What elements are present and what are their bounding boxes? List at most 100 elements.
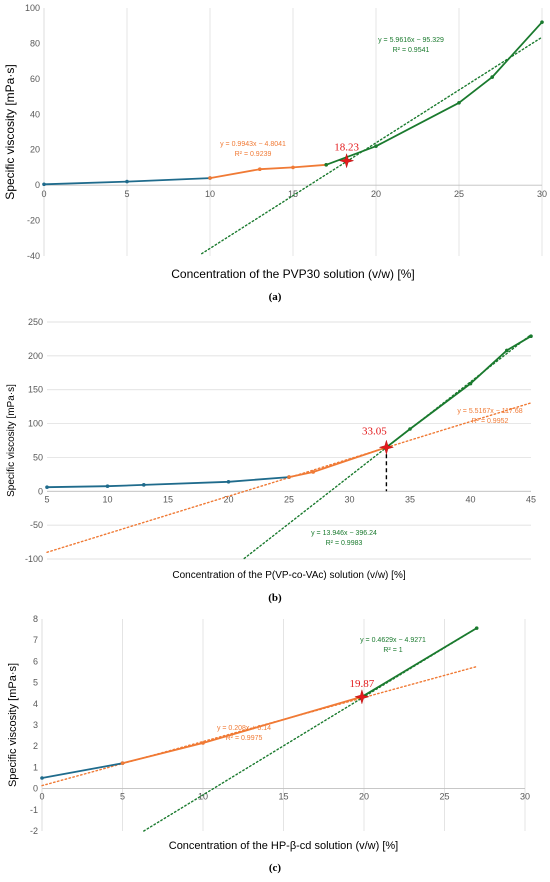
y-tick-label: -40 bbox=[27, 251, 40, 261]
data-point bbox=[201, 741, 205, 745]
data-point bbox=[540, 20, 544, 24]
y-tick-label: 2 bbox=[33, 741, 38, 751]
x-axis-title: Concentration of the PVP30 solution (v/w… bbox=[171, 267, 414, 281]
y-tick-label: 6 bbox=[33, 656, 38, 666]
series-line-blue bbox=[46, 476, 290, 489]
x-tick-label: 30 bbox=[537, 189, 547, 199]
x-tick-label: 15 bbox=[278, 792, 288, 802]
x-tick-label: 25 bbox=[439, 792, 449, 802]
y-axis-title: Specific viscosity [mPa·s] bbox=[7, 663, 19, 787]
x-tick-label: 40 bbox=[465, 494, 475, 504]
data-point bbox=[42, 182, 46, 187]
y-axis-title: Specific viscosity [mPa·s] bbox=[3, 64, 17, 199]
data-point bbox=[311, 470, 316, 474]
intersection-label: 18.23 bbox=[334, 142, 359, 154]
y-axis-title: Specific viscosity [mPa·s] bbox=[6, 384, 17, 497]
y-tick-label: 60 bbox=[30, 74, 40, 84]
trendline-equation: y = 0.9943x − 4.8041 bbox=[220, 141, 286, 148]
data-point bbox=[226, 480, 231, 484]
x-tick-label: 35 bbox=[405, 494, 415, 504]
y-tick-label: 40 bbox=[30, 109, 40, 119]
trendline-equation: y = 0.208x + 0.14 bbox=[217, 725, 271, 732]
x-axis-title: Concentration of the HP-β-cd solution (v… bbox=[169, 840, 398, 852]
data-point bbox=[505, 348, 509, 353]
y-tick-label: 5 bbox=[33, 678, 38, 688]
data-point bbox=[125, 179, 129, 184]
x-tick-label: 5 bbox=[124, 189, 129, 199]
intersection-label: 33.05 bbox=[362, 425, 387, 437]
x-tick-label: 30 bbox=[344, 494, 354, 504]
trendline-r2: R² = 0.9975 bbox=[226, 735, 263, 742]
x-tick-label: 45 bbox=[526, 494, 536, 504]
data-point bbox=[208, 176, 212, 180]
x-tick-label: 10 bbox=[198, 792, 208, 802]
data-point bbox=[374, 144, 378, 148]
x-tick-label: 0 bbox=[39, 792, 44, 802]
y-tick-label: 8 bbox=[33, 614, 38, 624]
x-tick-label: 10 bbox=[102, 494, 112, 504]
y-tick-label: 100 bbox=[28, 419, 43, 429]
trendline-green bbox=[200, 36, 543, 255]
data-point bbox=[45, 485, 49, 490]
x-tick-label: 15 bbox=[288, 189, 298, 199]
data-point bbox=[474, 626, 479, 630]
x-tick-label: 5 bbox=[44, 494, 49, 504]
y-tick-label: -20 bbox=[27, 216, 40, 226]
data-point bbox=[120, 761, 125, 765]
trendline-r2: R² = 0.9541 bbox=[393, 47, 430, 54]
x-tick-label: 20 bbox=[371, 189, 381, 199]
intersection-label: 19.87 bbox=[350, 678, 375, 690]
data-point bbox=[105, 484, 110, 489]
y-tick-label: 3 bbox=[33, 720, 38, 730]
y-tick-label: 250 bbox=[28, 317, 43, 327]
series-line-blue bbox=[41, 762, 123, 779]
chart-panel-b: 5 10 15 20 25 30 35 40 45 -100 -50 0 50 100 150 200 250 C… bbox=[6, 317, 536, 604]
trendline-equation: y = 5.5167x − 117.68 bbox=[457, 408, 522, 415]
data-point bbox=[287, 475, 291, 479]
y-tick-label: 4 bbox=[33, 699, 38, 709]
trendline-r2: R² = 0.9952 bbox=[472, 418, 509, 425]
x-tick-label: 5 bbox=[120, 792, 125, 802]
x-axis-title: Concentration of the P(VP-co-VAc) soluti… bbox=[172, 570, 405, 581]
y-tick-label: 20 bbox=[30, 145, 40, 155]
trendline-r2: R² = 0.9239 bbox=[235, 151, 272, 158]
x-tick-label: 30 bbox=[520, 792, 530, 802]
trendline-r2: R² = 0.9983 bbox=[326, 540, 363, 547]
x-tick-label: 10 bbox=[205, 189, 215, 199]
trendline-equation: y = 13.946x − 396.24 bbox=[311, 530, 377, 537]
data-point bbox=[40, 776, 44, 780]
trendline-equation: y = 5.9616x − 95.329 bbox=[378, 37, 444, 44]
series-line-green bbox=[385, 335, 532, 449]
y-tick-label: 150 bbox=[28, 385, 43, 395]
x-tick-label: 20 bbox=[359, 792, 369, 802]
y-tick-label: -50 bbox=[30, 520, 43, 530]
y-tick-label: 80 bbox=[30, 38, 40, 48]
y-tick-label: 50 bbox=[33, 452, 43, 462]
trendline-r2: R² = 1 bbox=[383, 647, 402, 654]
y-tick-label: 0 bbox=[33, 784, 38, 794]
y-tick-label: 0 bbox=[38, 486, 43, 496]
chart-panel-a: 0 5 10 15 20 25 30 -40 -20 0 20 40 60 80 100 Concentrat… bbox=[3, 3, 547, 303]
intersection-star bbox=[354, 689, 370, 705]
y-tick-label: -100 bbox=[25, 554, 43, 564]
panel-label: (b) bbox=[268, 592, 282, 604]
y-tick-label: -1 bbox=[30, 805, 38, 815]
x-tick-label: 25 bbox=[284, 494, 294, 504]
panel-label: (c) bbox=[269, 862, 282, 874]
y-tick-label: 0 bbox=[35, 180, 40, 190]
data-point bbox=[408, 427, 412, 431]
x-tick-label: 0 bbox=[41, 189, 46, 199]
data-point bbox=[142, 483, 146, 487]
data-point bbox=[324, 162, 329, 167]
x-tick-label: 25 bbox=[454, 189, 464, 199]
y-tick-label: 7 bbox=[33, 635, 38, 645]
data-point bbox=[490, 75, 495, 79]
y-tick-label: 1 bbox=[33, 762, 38, 772]
y-tick-label: 100 bbox=[25, 3, 40, 13]
series-line-orange bbox=[209, 163, 327, 179]
data-point bbox=[468, 381, 473, 386]
y-tick-label: 200 bbox=[28, 351, 43, 361]
x-tick-label: 15 bbox=[163, 494, 173, 504]
